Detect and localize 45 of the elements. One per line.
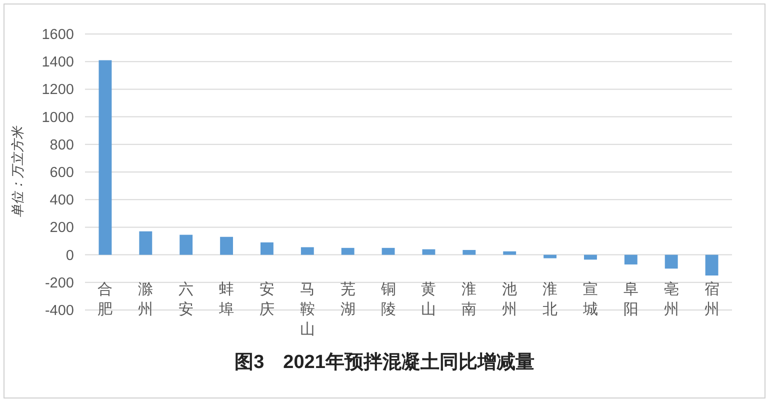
bar <box>220 236 233 255</box>
x-tick-label: 六安 <box>178 281 194 318</box>
y-tick-label: 200 <box>50 220 74 236</box>
x-tick-label: 宿州 <box>704 281 720 318</box>
bar <box>98 60 112 255</box>
x-tick-label: 亳州 <box>664 281 679 318</box>
bar <box>462 250 476 255</box>
bar <box>664 254 678 269</box>
y-tick-label: 1200 <box>42 82 74 98</box>
bar <box>584 254 597 260</box>
x-tick-label: 淮南 <box>462 281 477 318</box>
x-tick-label: 黄山 <box>421 281 436 318</box>
x-tick-label: 安庆 <box>259 281 274 318</box>
y-tick-label: 1000 <box>42 110 74 126</box>
x-tick-label: 池州 <box>502 281 518 318</box>
y-tick-label: -400 <box>44 303 74 319</box>
y-axis-title: 单位：万立方米 <box>10 126 25 218</box>
bar <box>180 234 193 255</box>
y-tick-label: 600 <box>50 165 74 181</box>
bar <box>544 254 556 258</box>
x-tick-label: 宣城 <box>582 281 598 318</box>
bar <box>503 251 516 255</box>
x-tick-label: 芜湖 <box>340 281 356 318</box>
x-tick-label: 马鞍山 <box>300 281 315 338</box>
x-tick-label: 滁州 <box>138 281 154 318</box>
y-tick-label: 1600 <box>42 27 74 43</box>
bar <box>382 248 395 255</box>
bar <box>139 231 152 255</box>
x-tick-label: 淮北 <box>542 281 558 318</box>
bar <box>341 248 354 255</box>
text: 图3 2021年预拌混凝土同比增减量 <box>234 351 534 373</box>
bar <box>300 247 314 255</box>
x-tick-label: 蚌埠 <box>218 281 234 318</box>
y-tick-label: 0 <box>66 248 74 264</box>
y-tick-label: 1400 <box>42 54 74 71</box>
x-tick-label: 铜陵 <box>380 281 396 318</box>
bar <box>624 254 638 264</box>
x-tick-label: 合肥 <box>98 281 113 318</box>
bar <box>422 249 436 255</box>
y-tick-label: -200 <box>44 275 74 292</box>
bar <box>705 254 718 276</box>
y-tick-label: 800 <box>50 137 74 154</box>
x-tick-label: 阜阳 <box>623 281 638 318</box>
y-tick-label: 400 <box>50 192 74 209</box>
bar <box>260 242 274 255</box>
